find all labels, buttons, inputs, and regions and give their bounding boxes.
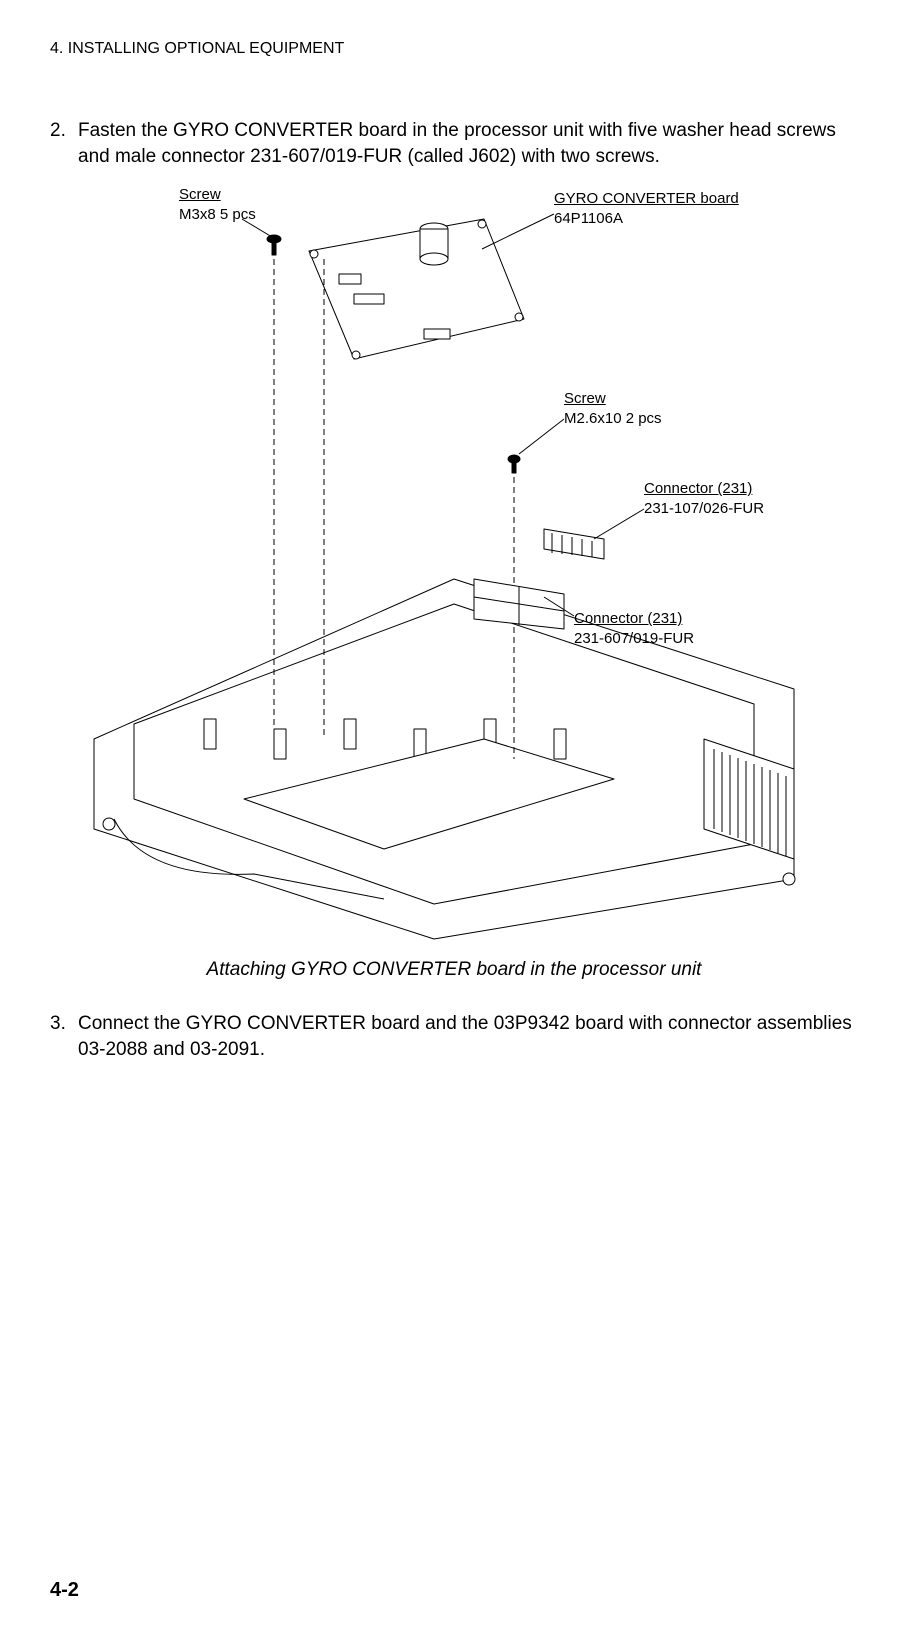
figure-caption: Attaching GYRO CONVERTER board in the pr… bbox=[50, 959, 858, 981]
callout-gyro-board: GYRO CONVERTER board 64P1106A bbox=[554, 189, 739, 228]
callout-gyro-title: GYRO CONVERTER board bbox=[554, 190, 739, 207]
callout-screw2-sub: M2.6x10 2 pcs bbox=[564, 409, 662, 429]
page-number: 4-2 bbox=[50, 1579, 79, 1602]
callout-conn1-title: Connector (231) bbox=[644, 480, 752, 497]
callout-conn1-sub: 231-107/026-FUR bbox=[644, 499, 764, 519]
callout-conn2-title: Connector (231) bbox=[574, 610, 682, 627]
callout-gyro-sub: 64P1106A bbox=[554, 209, 739, 229]
callout-screw-m26x10: Screw M2.6x10 2 pcs bbox=[564, 389, 662, 428]
callout-screw2-title: Screw bbox=[564, 390, 606, 407]
step-2-number: 2. bbox=[50, 118, 78, 169]
step-2: 2. Fasten the GYRO CONVERTER board in th… bbox=[50, 118, 858, 169]
assembly-figure: Screw M3x8 5 pcs GYRO CONVERTER board 64… bbox=[54, 179, 854, 949]
callout-screw1-title: Screw bbox=[179, 186, 221, 203]
assembly-diagram bbox=[54, 179, 854, 949]
callout-connector-607: Connector (231) 231-607/019-FUR bbox=[574, 609, 694, 648]
step-3: 3. Connect the GYRO CONVERTER board and … bbox=[50, 1011, 858, 1062]
step-3-number: 3. bbox=[50, 1011, 78, 1062]
step-2-text: Fasten the GYRO CONVERTER board in the p… bbox=[78, 118, 858, 169]
callout-connector-107: Connector (231) 231-107/026-FUR bbox=[644, 479, 764, 518]
callout-screw-m3x8: Screw M3x8 5 pcs bbox=[179, 185, 256, 224]
callout-screw1-sub: M3x8 5 pcs bbox=[179, 205, 256, 225]
callout-conn2-sub: 231-607/019-FUR bbox=[574, 629, 694, 649]
section-header: 4. INSTALLING OPTIONAL EQUIPMENT bbox=[50, 40, 858, 58]
step-3-text: Connect the GYRO CONVERTER board and the… bbox=[78, 1011, 858, 1062]
